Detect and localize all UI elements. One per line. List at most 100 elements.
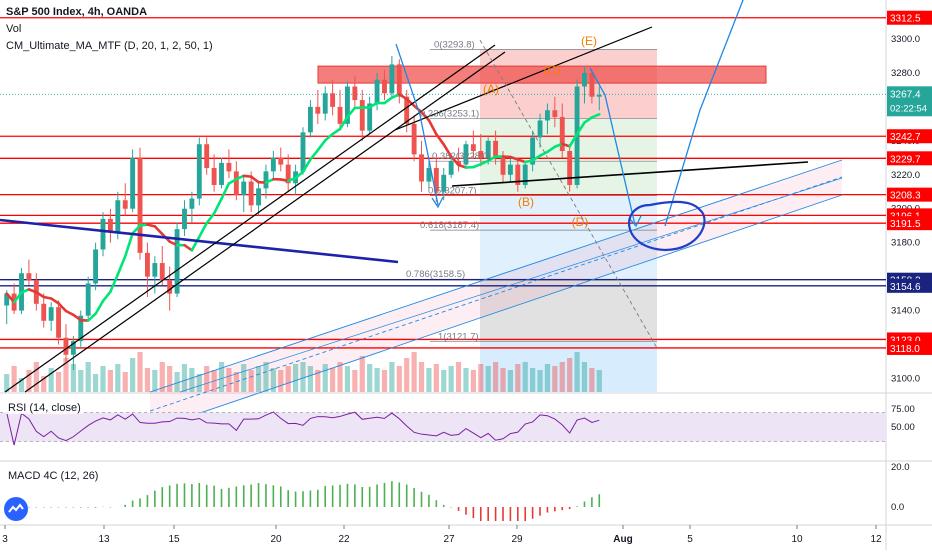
volume-bar — [486, 366, 491, 392]
candle — [26, 273, 31, 280]
candle — [382, 80, 387, 94]
macd-bar — [280, 486, 282, 507]
macd-bar — [191, 484, 193, 507]
macd-bar — [487, 507, 489, 521]
volume-bar — [552, 366, 557, 392]
macd-bar — [369, 487, 371, 507]
price-tag-label: 3154.6 — [890, 282, 921, 293]
macd-bar — [398, 482, 400, 507]
macd-bar — [206, 485, 208, 507]
macd-tick-label: 0.0 — [891, 502, 904, 513]
candle — [545, 110, 550, 120]
candle — [375, 80, 380, 104]
volume-bar — [508, 370, 513, 392]
candle — [352, 86, 357, 100]
candle — [597, 95, 602, 97]
candle — [589, 73, 594, 97]
volume-bar — [241, 364, 246, 392]
macd-bar — [236, 487, 238, 507]
vol-label: Vol — [6, 23, 21, 35]
price-tag-label: 3208.3 — [890, 191, 921, 202]
volume-bar — [397, 366, 402, 392]
candle — [86, 283, 91, 315]
volume-bar — [382, 370, 387, 392]
rsi-tick-label: 50.00 — [891, 422, 915, 433]
macd-bar — [198, 483, 200, 507]
volume-bar — [78, 370, 83, 392]
macd-bar — [458, 507, 460, 511]
candle — [508, 165, 513, 175]
volume-bar — [589, 368, 594, 392]
price-tick-label: 3280.0 — [891, 68, 920, 79]
macd-bar — [310, 491, 312, 507]
macd-bar — [161, 487, 163, 507]
macd-bar — [391, 481, 393, 507]
macd-bar — [295, 492, 297, 507]
price-tick-label: 3220.0 — [891, 170, 920, 181]
volume-bar — [441, 370, 446, 392]
volume-bar — [330, 368, 335, 392]
volume-bar — [574, 352, 579, 392]
volume-bar — [582, 362, 587, 392]
price-tick-label: 3140.0 — [891, 306, 920, 317]
candle — [249, 182, 254, 206]
macd-bar — [50, 507, 52, 508]
macd-bar — [584, 502, 586, 508]
time-tick-label: 10 — [791, 534, 803, 545]
macd-bar — [43, 507, 45, 508]
volume-bar — [145, 368, 150, 392]
volume-bar — [530, 368, 535, 392]
tradingview-logo-icon[interactable] — [4, 497, 28, 521]
macd-bar — [510, 507, 512, 521]
price-tick-label: 3180.0 — [891, 238, 920, 249]
fib-label: 0.236(3253.1) — [420, 109, 479, 120]
candle — [130, 158, 135, 209]
macd-label[interactable]: MACD 4C (12, 26) — [6, 470, 100, 482]
volume-bar — [426, 368, 431, 392]
macd-bar — [147, 495, 149, 507]
macd-bar — [443, 505, 445, 507]
candle — [256, 188, 261, 205]
candle — [189, 199, 194, 209]
macd-bar — [473, 507, 475, 518]
volume-bar — [137, 352, 142, 392]
volume-bar — [463, 368, 468, 392]
macd-bar — [184, 483, 186, 507]
macd-bar — [361, 487, 363, 507]
macd-bar — [532, 507, 534, 519]
ma-legend[interactable]: CM_Ultimate_MA_MTF (D, 20, 1, 2, 50, 1) — [6, 40, 213, 52]
vol-legend[interactable]: Vol — [6, 23, 21, 35]
macd-bar — [250, 485, 252, 507]
candle — [264, 171, 269, 188]
volume-bar — [115, 364, 120, 392]
candle — [271, 158, 276, 172]
macd-bar — [65, 507, 67, 508]
macd-bar — [421, 492, 423, 507]
time-tick-label: 3 — [2, 534, 8, 545]
macd-bar — [273, 485, 275, 507]
candle — [93, 249, 98, 283]
volume-bar — [523, 362, 528, 392]
price-tag-label: 3191.5 — [890, 219, 921, 230]
candle — [101, 219, 106, 250]
candle — [138, 158, 143, 253]
volume-bar — [374, 368, 379, 392]
macd-bar — [561, 507, 563, 510]
volume-bar — [434, 364, 439, 392]
candle — [49, 307, 54, 321]
rsi-tick-label: 75.00 — [891, 404, 915, 415]
macd-bar — [124, 505, 126, 507]
candle — [160, 263, 165, 280]
volume-bar — [478, 364, 483, 392]
chart-legend: S&P 500 Index, 4h, OANDA — [6, 6, 147, 18]
macd-bar — [28, 507, 30, 508]
symbol-title[interactable]: S&P 500 Index, 4h, OANDA — [6, 6, 147, 18]
macd-bar — [95, 507, 97, 508]
price-tag-label: 3118.0 — [890, 344, 920, 355]
volume-bar — [537, 370, 542, 392]
volume-bar — [256, 366, 261, 392]
macd-bar — [354, 484, 356, 507]
macd-bar — [347, 484, 349, 507]
rsi-label[interactable]: RSI (14, close) — [6, 402, 83, 414]
